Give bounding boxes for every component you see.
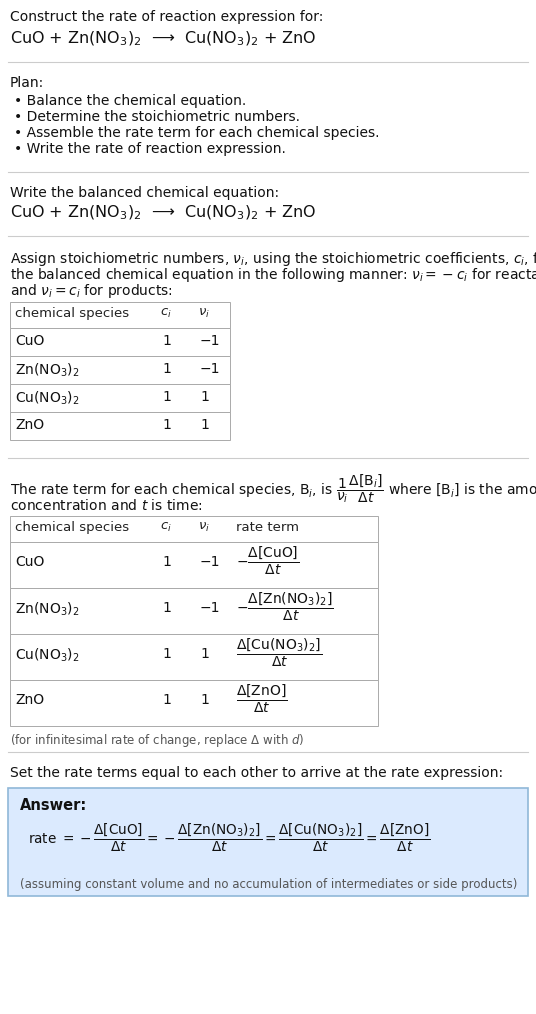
- Text: the balanced chemical equation in the following manner: $\nu_i = -c_i$ for react: the balanced chemical equation in the fo…: [10, 266, 536, 284]
- Text: • Assemble the rate term for each chemical species.: • Assemble the rate term for each chemic…: [14, 126, 379, 140]
- Bar: [10, 384, 230, 412]
- Text: 1: 1: [162, 418, 171, 432]
- Text: 1: 1: [200, 647, 209, 661]
- Text: $-\dfrac{\Delta[\mathrm{Zn(NO_3)_2}]}{\Delta t}$: $-\dfrac{\Delta[\mathrm{Zn(NO_3)_2}]}{\D…: [236, 591, 334, 624]
- Text: $-\dfrac{\Delta[\mathrm{CuO}]}{\Delta t}$: $-\dfrac{\Delta[\mathrm{CuO}]}{\Delta t}…: [236, 545, 299, 577]
- Text: Zn(NO$_3$)$_2$: Zn(NO$_3$)$_2$: [15, 362, 79, 379]
- Text: 1: 1: [200, 693, 209, 707]
- Bar: [8, 788, 528, 896]
- Text: Write the balanced chemical equation:: Write the balanced chemical equation:: [10, 186, 279, 200]
- Bar: [10, 516, 378, 542]
- Text: −1: −1: [200, 555, 220, 569]
- Text: −1: −1: [200, 362, 220, 376]
- Bar: [10, 328, 230, 356]
- Text: Cu(NO$_3$)$_2$: Cu(NO$_3$)$_2$: [15, 390, 80, 408]
- Bar: [10, 302, 230, 328]
- Text: rate term: rate term: [236, 521, 299, 534]
- Text: and $\nu_i = c_i$ for products:: and $\nu_i = c_i$ for products:: [10, 282, 173, 300]
- Text: Assign stoichiometric numbers, $\nu_i$, using the stoichiometric coefficients, $: Assign stoichiometric numbers, $\nu_i$, …: [10, 250, 536, 268]
- Text: $c_i$: $c_i$: [160, 521, 172, 534]
- Text: 1: 1: [200, 418, 209, 432]
- Text: 1: 1: [162, 555, 171, 569]
- Text: Set the rate terms equal to each other to arrive at the rate expression:: Set the rate terms equal to each other t…: [10, 766, 503, 780]
- Text: Zn(NO$_3$)$_2$: Zn(NO$_3$)$_2$: [15, 601, 79, 619]
- Bar: [10, 356, 230, 384]
- Text: 1: 1: [162, 362, 171, 376]
- Bar: [10, 412, 230, 440]
- Text: ZnO: ZnO: [15, 693, 44, 707]
- Text: ZnO: ZnO: [15, 418, 44, 432]
- Bar: [10, 542, 378, 588]
- Text: $\nu_i$: $\nu_i$: [198, 307, 210, 320]
- Text: chemical species: chemical species: [15, 307, 129, 320]
- Text: The rate term for each chemical species, B$_i$, is $\dfrac{1}{\nu_i}\dfrac{\Delt: The rate term for each chemical species,…: [10, 472, 536, 505]
- Text: $\dfrac{\Delta[\mathrm{Cu(NO_3)_2}]}{\Delta t}$: $\dfrac{\Delta[\mathrm{Cu(NO_3)_2}]}{\De…: [236, 637, 322, 669]
- Text: −1: −1: [200, 334, 220, 348]
- Text: chemical species: chemical species: [15, 521, 129, 534]
- Text: concentration and $t$ is time:: concentration and $t$ is time:: [10, 498, 203, 513]
- Text: 1: 1: [162, 390, 171, 404]
- Text: Answer:: Answer:: [20, 798, 87, 813]
- Text: 1: 1: [162, 647, 171, 661]
- Text: 1: 1: [200, 390, 209, 404]
- Text: −1: −1: [200, 601, 220, 615]
- Text: $\dfrac{\Delta[\mathrm{ZnO}]}{\Delta t}$: $\dfrac{\Delta[\mathrm{ZnO}]}{\Delta t}$: [236, 683, 287, 715]
- Text: 1: 1: [162, 334, 171, 348]
- Text: 1: 1: [162, 601, 171, 615]
- Text: CuO + Zn(NO$_3$)$_2$  ⟶  Cu(NO$_3$)$_2$ + ZnO: CuO + Zn(NO$_3$)$_2$ ⟶ Cu(NO$_3$)$_2$ + …: [10, 30, 317, 49]
- Bar: [10, 588, 378, 634]
- Text: (assuming constant volume and no accumulation of intermediates or side products): (assuming constant volume and no accumul…: [20, 878, 517, 891]
- Text: Plan:: Plan:: [10, 76, 44, 90]
- Text: rate $= -\dfrac{\Delta[\mathrm{CuO}]}{\Delta t} = -\dfrac{\Delta[\mathrm{Zn(NO_3: rate $= -\dfrac{\Delta[\mathrm{CuO}]}{\D…: [28, 822, 430, 854]
- Bar: [10, 634, 378, 680]
- Bar: [10, 680, 378, 726]
- Text: • Determine the stoichiometric numbers.: • Determine the stoichiometric numbers.: [14, 110, 300, 124]
- Text: Cu(NO$_3$)$_2$: Cu(NO$_3$)$_2$: [15, 647, 80, 664]
- Text: CuO + Zn(NO$_3$)$_2$  ⟶  Cu(NO$_3$)$_2$ + ZnO: CuO + Zn(NO$_3$)$_2$ ⟶ Cu(NO$_3$)$_2$ + …: [10, 204, 317, 222]
- Text: $\nu_i$: $\nu_i$: [198, 521, 210, 534]
- Text: $c_i$: $c_i$: [160, 307, 172, 320]
- Text: • Write the rate of reaction expression.: • Write the rate of reaction expression.: [14, 142, 286, 156]
- Text: (for infinitesimal rate of change, replace Δ with $d$): (for infinitesimal rate of change, repla…: [10, 732, 304, 749]
- Text: • Balance the chemical equation.: • Balance the chemical equation.: [14, 94, 246, 108]
- Text: CuO: CuO: [15, 555, 44, 569]
- Text: CuO: CuO: [15, 334, 44, 348]
- Text: Construct the rate of reaction expression for:: Construct the rate of reaction expressio…: [10, 10, 323, 24]
- Text: 1: 1: [162, 693, 171, 707]
